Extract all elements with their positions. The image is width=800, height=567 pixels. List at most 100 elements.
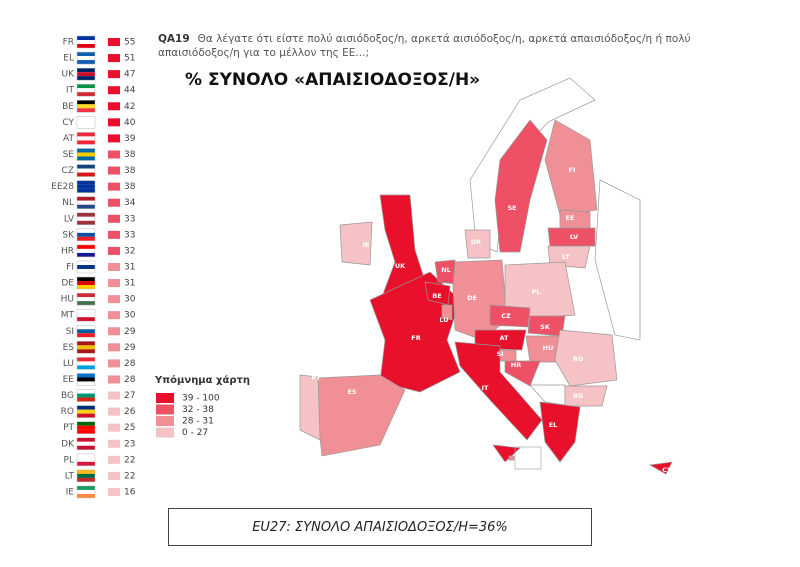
flag-stripe xyxy=(77,100,95,105)
mt xyxy=(508,455,515,461)
value-swatch xyxy=(108,214,120,223)
mt-inset xyxy=(514,446,542,470)
flag-stripe xyxy=(77,301,95,306)
flag-stripe xyxy=(77,260,95,265)
value: 33 xyxy=(124,214,135,224)
flag-stripe xyxy=(77,277,95,282)
flag-stripe xyxy=(77,333,95,338)
country-code: EE xyxy=(63,375,75,385)
country-code: IE xyxy=(66,487,75,497)
flag-stripe xyxy=(77,184,95,189)
value: 28 xyxy=(124,359,136,369)
flag-border xyxy=(76,276,96,290)
hr xyxy=(504,360,541,387)
value: 42 xyxy=(124,102,135,112)
se xyxy=(494,119,548,253)
legend-label: 28 - 31 xyxy=(182,417,214,427)
flag-stripe xyxy=(77,196,95,201)
map-label: SK xyxy=(540,323,551,331)
flag-border xyxy=(76,116,96,129)
flag-stripe xyxy=(77,457,95,462)
legend-swatch xyxy=(156,427,174,438)
value-swatch xyxy=(108,166,120,175)
flag-border xyxy=(76,180,96,193)
flag-stripe xyxy=(77,377,95,382)
map-label: CZ xyxy=(501,312,511,320)
value-swatch xyxy=(108,134,120,143)
value: 26 xyxy=(124,407,136,417)
flag-stripe xyxy=(77,317,95,322)
map-label: DE xyxy=(467,294,477,302)
map-label: BG xyxy=(573,392,583,400)
flag-border xyxy=(76,373,96,386)
flag-border xyxy=(76,164,96,177)
lv xyxy=(547,227,596,247)
flag-stripe xyxy=(77,489,95,494)
flag-stripe xyxy=(77,281,95,286)
ie xyxy=(339,221,373,266)
country-code: EE28 xyxy=(51,182,74,192)
value: 23 xyxy=(124,439,135,449)
flag-stripe xyxy=(77,72,95,77)
map-label: CY xyxy=(662,466,672,474)
value: 29 xyxy=(124,343,136,353)
map-label: PT xyxy=(311,374,321,382)
flag-border xyxy=(76,485,96,499)
flag-stripe xyxy=(77,44,95,48)
flag-stripe xyxy=(77,325,95,330)
flag-stripe xyxy=(77,477,95,482)
flag-stripe xyxy=(77,381,95,386)
country-code: EL xyxy=(63,54,74,64)
value: 38 xyxy=(124,150,136,160)
flag-stripe xyxy=(77,228,95,233)
flag-border xyxy=(76,308,96,322)
bg xyxy=(564,385,608,407)
flag-border xyxy=(76,341,96,354)
country-code: BG xyxy=(61,391,74,401)
value-swatch xyxy=(108,182,120,191)
flag-border xyxy=(76,469,96,483)
value: 31 xyxy=(124,279,135,289)
country-code: SK xyxy=(62,230,75,240)
flag-stripe xyxy=(77,180,95,185)
question: QA19 Θα λέγατε ότι είστε πολύ αισιόδοξος/… xyxy=(158,32,718,60)
country-code: LV xyxy=(64,214,75,224)
flag-stripe xyxy=(77,373,95,378)
country-code: DE xyxy=(61,279,74,289)
map-label: SE xyxy=(507,204,516,212)
flag-border xyxy=(76,212,96,226)
flag-stripe xyxy=(77,104,95,109)
flag-stripe xyxy=(77,36,95,40)
country-code: SI xyxy=(66,327,74,337)
flag-stripe xyxy=(77,485,95,490)
value: 22 xyxy=(124,471,135,481)
flag-stripe xyxy=(77,200,95,205)
value: 47 xyxy=(124,70,135,80)
map-label: LT xyxy=(562,253,570,261)
map-label: LV xyxy=(570,233,578,241)
legend-label: 39 - 100 xyxy=(182,394,220,404)
value: 34 xyxy=(124,198,136,208)
flag-border xyxy=(76,437,96,450)
value-swatch xyxy=(108,38,120,46)
value-swatch xyxy=(108,118,120,127)
map-label: EL xyxy=(549,421,558,429)
question-code: QA19 xyxy=(158,33,190,45)
value: 38 xyxy=(124,182,136,192)
value: 40 xyxy=(124,118,136,128)
value-swatch xyxy=(108,54,120,63)
it xyxy=(454,341,543,441)
value: 27 xyxy=(124,391,135,401)
flag-border xyxy=(76,292,96,306)
flag-border xyxy=(76,196,96,209)
flag-stripe xyxy=(77,168,95,173)
flag-border xyxy=(76,100,96,113)
value: 30 xyxy=(124,311,136,321)
value: 33 xyxy=(124,230,135,240)
question-text: Θα λέγατε ότι είστε πολύ αισιόδοξος/η, α… xyxy=(158,33,691,59)
flag-stripe xyxy=(77,204,95,209)
flag-stripe xyxy=(77,164,95,169)
flag-stripe xyxy=(77,409,95,414)
country-code: RO xyxy=(61,407,74,417)
value-swatch xyxy=(108,70,120,79)
